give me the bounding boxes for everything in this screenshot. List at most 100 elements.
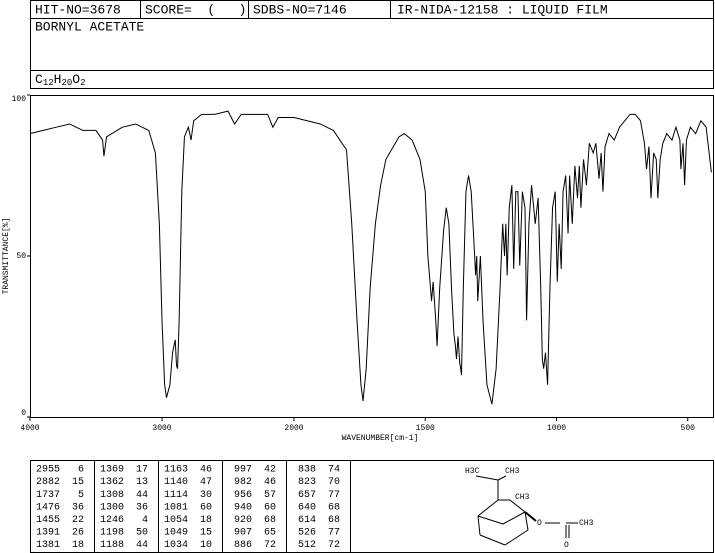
peak-transmittance: 65 bbox=[264, 528, 276, 539]
sdbs-no: SDBS-NO=7146 bbox=[253, 2, 347, 17]
y-tick-label: 0 bbox=[21, 409, 26, 418]
peak-transmittance: 77 bbox=[328, 528, 340, 539]
peak-transmittance: 47 bbox=[200, 477, 212, 488]
peak-wavenumber: 1054 bbox=[164, 515, 188, 526]
peak-wavenumber: 982 bbox=[234, 477, 252, 488]
x-tick-label: 2000 bbox=[284, 424, 303, 433]
peak-wavenumber: 640 bbox=[298, 502, 316, 513]
peak-wavenumber: 997 bbox=[234, 465, 252, 476]
structure-label: CH3 bbox=[579, 519, 594, 528]
peak-transmittance: 44 bbox=[136, 540, 148, 551]
peak-transmittance: 72 bbox=[328, 540, 340, 551]
peak-transmittance: 10 bbox=[200, 540, 212, 551]
peak-wavenumber: 1034 bbox=[164, 540, 188, 551]
bond bbox=[502, 511, 526, 525]
peak-wavenumber: 907 bbox=[234, 528, 252, 539]
header-box bbox=[30, 0, 714, 89]
peak-transmittance: 4 bbox=[142, 515, 148, 526]
peak-transmittance: 72 bbox=[264, 540, 276, 551]
peak-transmittance: 26 bbox=[72, 528, 84, 539]
peak-transmittance: 15 bbox=[72, 477, 84, 488]
bond bbox=[475, 475, 499, 481]
peak-wavenumber: 886 bbox=[234, 540, 252, 551]
compound-name: BORNYL ACETATE bbox=[35, 19, 144, 34]
peak-table: 2955 6 2882 15 1737 5 1476 36 1455 22 1391 26 1381 18… bbox=[36, 460, 340, 553]
peak-wavenumber: 614 bbox=[298, 515, 316, 526]
peak-wavenumber: 1455 bbox=[36, 515, 60, 526]
score: SCORE= ( ) bbox=[145, 2, 246, 17]
peak-wavenumber: 2882 bbox=[36, 477, 60, 488]
peak-wavenumber: 1391 bbox=[36, 528, 60, 539]
bond bbox=[477, 499, 499, 517]
peak-wavenumber: 1140 bbox=[164, 477, 188, 488]
peak-wavenumber: 1381 bbox=[36, 540, 60, 551]
structure bbox=[475, 475, 578, 546]
peak-transmittance: 68 bbox=[264, 515, 276, 526]
peak-wavenumber: 838 bbox=[298, 465, 316, 476]
bond bbox=[479, 534, 506, 546]
peak-wavenumber: 657 bbox=[298, 490, 316, 501]
plot: 4000 3000 2000 1500 1000 500 0 50 100 bbox=[12, 94, 712, 433]
bond bbox=[497, 475, 507, 481]
peak-transmittance: 68 bbox=[328, 515, 340, 526]
peak-wavenumber: 1300 bbox=[100, 502, 124, 513]
peak-transmittance: 74 bbox=[328, 465, 340, 476]
peak-transmittance: 22 bbox=[72, 515, 84, 526]
peak-wavenumber: 1188 bbox=[100, 540, 124, 551]
peak-wavenumber: 956 bbox=[234, 490, 252, 501]
peak-transmittance: 13 bbox=[136, 477, 148, 488]
x-tick-label: 500 bbox=[681, 424, 696, 433]
peak-wavenumber: 920 bbox=[234, 515, 252, 526]
peak-wavenumber: 1246 bbox=[100, 515, 124, 526]
y-tick-label: 100 bbox=[12, 95, 27, 104]
bond bbox=[477, 515, 481, 536]
hit-no: HIT-NO=3678 bbox=[35, 2, 121, 17]
bond bbox=[524, 511, 537, 522]
peak-transmittance: 60 bbox=[264, 502, 276, 513]
structure-label: O bbox=[537, 519, 542, 528]
peak-transmittance: 36 bbox=[72, 502, 84, 513]
peak-transmittance: 15 bbox=[200, 528, 212, 539]
bond bbox=[524, 511, 529, 531]
peak-transmittance: 5 bbox=[78, 490, 84, 501]
bond bbox=[477, 515, 504, 525]
structure-label: CH3 bbox=[505, 467, 520, 476]
peak-wavenumber: 1081 bbox=[164, 502, 188, 513]
bond bbox=[509, 499, 526, 513]
peak-transmittance: 44 bbox=[136, 490, 148, 501]
peak-transmittance: 77 bbox=[328, 490, 340, 501]
method: IR-NIDA-12158 : LIQUID FILM bbox=[397, 2, 608, 17]
peak-transmittance: 57 bbox=[264, 490, 276, 501]
peak-transmittance: 6 bbox=[78, 465, 84, 476]
x-tick-label: 4000 bbox=[20, 424, 39, 433]
peak-transmittance: 68 bbox=[328, 502, 340, 513]
y-tick-label: 50 bbox=[16, 252, 26, 261]
x-tick-label: 1500 bbox=[416, 424, 435, 433]
x-tick-label: 3000 bbox=[152, 424, 171, 433]
peak-wavenumber: 1308 bbox=[100, 490, 124, 501]
peak-transmittance: 18 bbox=[200, 515, 212, 526]
structure-label: H3C bbox=[465, 467, 480, 476]
structure-label: CH3 bbox=[515, 493, 530, 502]
peak-transmittance: 46 bbox=[264, 477, 276, 488]
structure-box bbox=[350, 460, 714, 553]
peak-wavenumber: 1362 bbox=[100, 477, 124, 488]
peak-wavenumber: 1198 bbox=[100, 528, 124, 539]
peak-wavenumber: 512 bbox=[298, 540, 316, 551]
peak-transmittance: 60 bbox=[200, 502, 212, 513]
spectrum-line bbox=[29, 110, 712, 405]
peak-wavenumber: 823 bbox=[298, 477, 316, 488]
peak-transmittance: 30 bbox=[200, 490, 212, 501]
peak-transmittance: 36 bbox=[136, 502, 148, 513]
formula: C12H20O2 bbox=[35, 72, 85, 88]
bond bbox=[504, 529, 529, 546]
peak-transmittance: 18 bbox=[72, 540, 84, 551]
x-tick-label: 1000 bbox=[547, 424, 566, 433]
peak-transmittance: 42 bbox=[264, 465, 276, 476]
peak-wavenumber: 940 bbox=[234, 502, 252, 513]
y-axis-label: TRANSMITTANCE[%] bbox=[2, 218, 11, 295]
peak-wavenumber: 1163 bbox=[164, 465, 188, 476]
peak-transmittance: 46 bbox=[200, 465, 212, 476]
peak-wavenumber: 1737 bbox=[36, 490, 60, 501]
